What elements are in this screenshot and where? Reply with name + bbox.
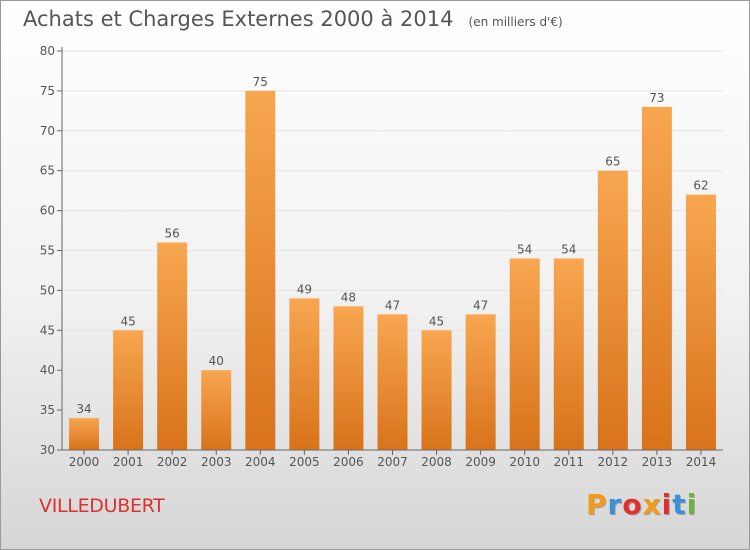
x-tick-label: 2012	[598, 455, 629, 469]
bar-value-label: 40	[209, 354, 224, 368]
bar-value-label: 54	[561, 242, 576, 256]
x-tick-label: 2011	[553, 455, 584, 469]
y-tick-label: 70	[40, 124, 55, 138]
bar	[421, 330, 452, 450]
bar	[377, 314, 408, 450]
bar	[157, 242, 188, 450]
x-tick-label: 2004	[245, 455, 276, 469]
bar-value-label: 49	[297, 282, 312, 296]
bar	[201, 370, 232, 450]
y-tick-label: 60	[40, 204, 55, 218]
x-tick-label: 2014	[686, 455, 717, 469]
x-tick-label: 2002	[157, 455, 188, 469]
labels: 30 35 40 45 50 55 60 65 70 75 80 34 2000 45 2001 56 2002…	[40, 44, 717, 469]
bar	[685, 194, 716, 450]
y-tick-label: 80	[40, 44, 55, 58]
title-row: Achats et Charges Externes 2000 à 2014 (…	[23, 7, 563, 31]
axes	[57, 47, 723, 455]
y-tick-label: 40	[40, 363, 55, 377]
x-tick-label: 2005	[289, 455, 320, 469]
bar-value-label: 47	[473, 298, 488, 312]
y-tick-label: 50	[40, 283, 55, 297]
y-tick-label: 55	[40, 244, 55, 258]
chart-title: Achats et Charges Externes 2000 à 2014	[23, 7, 454, 31]
bar-value-label: 54	[517, 242, 532, 256]
bar	[289, 298, 320, 450]
bar	[465, 314, 496, 450]
bar-value-label: 48	[341, 290, 356, 304]
bar-value-label: 62	[693, 179, 708, 193]
bar	[69, 418, 100, 450]
x-tick-label: 2000	[69, 455, 100, 469]
bar-value-label: 75	[253, 75, 268, 89]
y-tick-label: 35	[40, 403, 55, 417]
bar	[641, 106, 672, 451]
y-tick-label: 45	[40, 323, 55, 337]
proxiti-logo: Proxiti	[586, 488, 698, 521]
bar-value-label: 73	[649, 91, 664, 105]
bar-value-label: 45	[120, 314, 135, 328]
x-tick-label: 2013	[642, 455, 673, 469]
x-tick-label: 2003	[201, 455, 232, 469]
bar-value-label: 45	[429, 314, 444, 328]
bar-value-label: 65	[605, 155, 620, 169]
x-tick-label: 2007	[377, 455, 408, 469]
chart-subtitle: (en milliers d'€)	[468, 15, 563, 29]
bar	[333, 306, 364, 450]
bar	[509, 258, 540, 450]
x-tick-label: 2008	[421, 455, 452, 469]
x-tick-label: 2010	[509, 455, 540, 469]
bar	[597, 170, 628, 450]
bars	[69, 90, 716, 451]
bar	[245, 90, 276, 451]
bar	[553, 258, 584, 450]
y-tick-label: 65	[40, 164, 55, 178]
bar-value-label: 34	[76, 402, 91, 416]
x-tick-label: 2009	[465, 455, 496, 469]
y-tick-label: 30	[40, 443, 55, 457]
x-tick-label: 2006	[333, 455, 364, 469]
bar-value-label: 56	[165, 227, 180, 241]
commune-name: VILLEDUBERT	[39, 495, 165, 517]
x-tick-label: 2001	[113, 455, 144, 469]
y-tick-label: 75	[40, 84, 55, 98]
bar	[113, 330, 144, 450]
bar-value-label: 47	[385, 298, 400, 312]
